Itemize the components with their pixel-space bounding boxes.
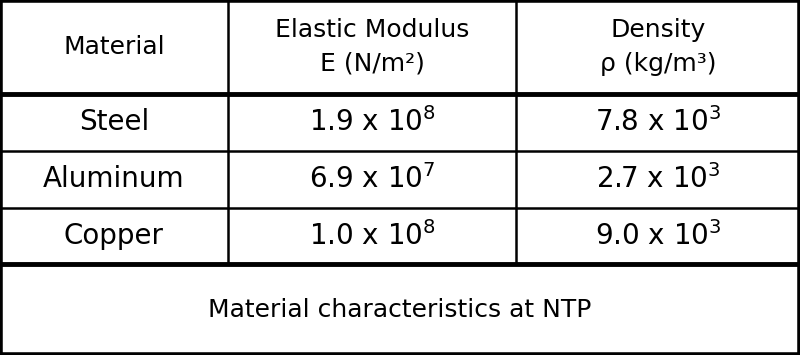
Text: Material characteristics at NTP: Material characteristics at NTP <box>208 298 592 322</box>
Text: 7.8 x 10$^{3}$: 7.8 x 10$^{3}$ <box>595 108 721 137</box>
Text: Elastic Modulus
E (N/m²): Elastic Modulus E (N/m²) <box>275 18 469 76</box>
Text: Copper: Copper <box>64 222 164 250</box>
Text: 2.7 x 10$^{3}$: 2.7 x 10$^{3}$ <box>596 164 720 194</box>
Text: 9.0 x 10$^{3}$: 9.0 x 10$^{3}$ <box>594 221 722 251</box>
Text: Material: Material <box>63 35 165 59</box>
Text: Density
ρ (kg/m³): Density ρ (kg/m³) <box>600 18 716 76</box>
Text: 6.9 x 10$^{7}$: 6.9 x 10$^{7}$ <box>309 164 435 194</box>
Text: Aluminum: Aluminum <box>43 165 185 193</box>
Text: 1.9 x 10$^{8}$: 1.9 x 10$^{8}$ <box>309 108 435 137</box>
Text: 1.0 x 10$^{8}$: 1.0 x 10$^{8}$ <box>309 221 435 251</box>
Text: Steel: Steel <box>79 109 149 136</box>
